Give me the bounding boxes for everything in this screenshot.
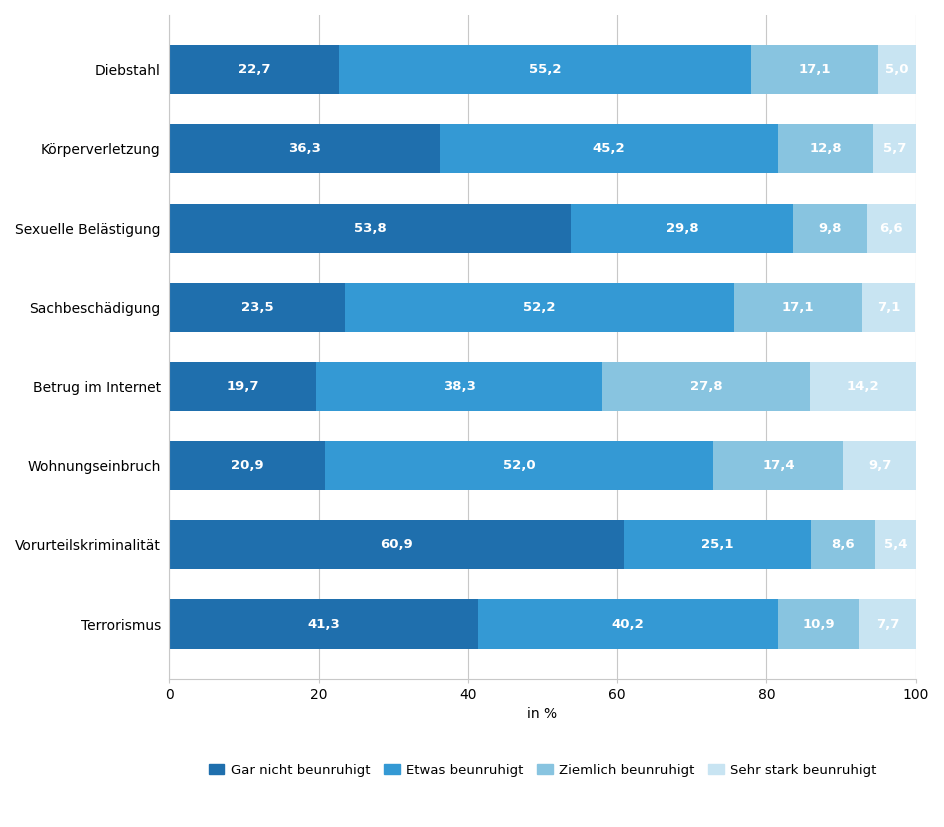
Bar — [478, 600, 778, 648]
Text: 60,9: 60,9 — [380, 538, 413, 552]
Bar — [734, 283, 862, 332]
Bar — [875, 520, 916, 569]
Text: 52,2: 52,2 — [523, 301, 556, 313]
Text: 14,2: 14,2 — [847, 380, 879, 393]
Bar — [169, 362, 316, 411]
Bar — [778, 600, 859, 648]
X-axis label: in %: in % — [528, 707, 558, 721]
Bar — [571, 203, 793, 252]
Text: 5,4: 5,4 — [884, 538, 907, 552]
Bar — [169, 45, 339, 94]
Text: 6,6: 6,6 — [880, 222, 903, 235]
Bar — [169, 203, 571, 252]
Text: 41,3: 41,3 — [307, 618, 340, 630]
Text: 53,8: 53,8 — [354, 222, 386, 235]
Text: 52,0: 52,0 — [503, 459, 535, 472]
Text: 40,2: 40,2 — [612, 618, 644, 630]
Text: 5,0: 5,0 — [885, 63, 909, 76]
Bar — [873, 124, 916, 174]
Bar — [867, 203, 916, 252]
Text: 8,6: 8,6 — [832, 538, 855, 552]
Bar — [862, 283, 915, 332]
Text: 27,8: 27,8 — [690, 380, 722, 393]
Bar — [345, 283, 734, 332]
Text: 29,8: 29,8 — [666, 222, 699, 235]
Bar — [169, 600, 478, 648]
Bar — [440, 124, 778, 174]
Text: 25,1: 25,1 — [701, 538, 733, 552]
Text: 55,2: 55,2 — [529, 63, 561, 76]
Bar — [602, 362, 810, 411]
Bar — [169, 441, 326, 490]
Text: 23,5: 23,5 — [241, 301, 273, 313]
Text: 20,9: 20,9 — [231, 459, 263, 472]
Text: 10,9: 10,9 — [802, 618, 834, 630]
Text: 17,1: 17,1 — [799, 63, 831, 76]
Bar — [793, 203, 867, 252]
Text: 9,8: 9,8 — [818, 222, 842, 235]
Bar — [810, 362, 916, 411]
Bar — [750, 45, 879, 94]
Bar — [778, 124, 873, 174]
Bar — [169, 520, 624, 569]
Text: 7,7: 7,7 — [876, 618, 900, 630]
Text: 17,1: 17,1 — [782, 301, 815, 313]
Text: 45,2: 45,2 — [593, 142, 625, 155]
Legend: Gar nicht beunruhigt, Etwas beunruhigt, Ziemlich beunruhigt, Sehr stark beunruhi: Gar nicht beunruhigt, Etwas beunruhigt, … — [203, 758, 882, 782]
Bar — [339, 45, 750, 94]
Bar — [624, 520, 811, 569]
Bar — [316, 362, 602, 411]
Text: 38,3: 38,3 — [443, 380, 476, 393]
Bar — [326, 441, 714, 490]
Text: 36,3: 36,3 — [288, 142, 321, 155]
Bar — [879, 45, 916, 94]
Text: 17,4: 17,4 — [762, 459, 795, 472]
Text: 22,7: 22,7 — [238, 63, 270, 76]
Text: 12,8: 12,8 — [809, 142, 842, 155]
Text: 9,7: 9,7 — [868, 459, 891, 472]
Bar — [843, 441, 916, 490]
Bar — [169, 124, 440, 174]
Text: 5,7: 5,7 — [883, 142, 906, 155]
Text: 7,1: 7,1 — [877, 301, 901, 313]
Bar — [859, 600, 917, 648]
Bar — [169, 283, 345, 332]
Bar — [811, 520, 875, 569]
Bar — [714, 441, 843, 490]
Text: 19,7: 19,7 — [227, 380, 259, 393]
